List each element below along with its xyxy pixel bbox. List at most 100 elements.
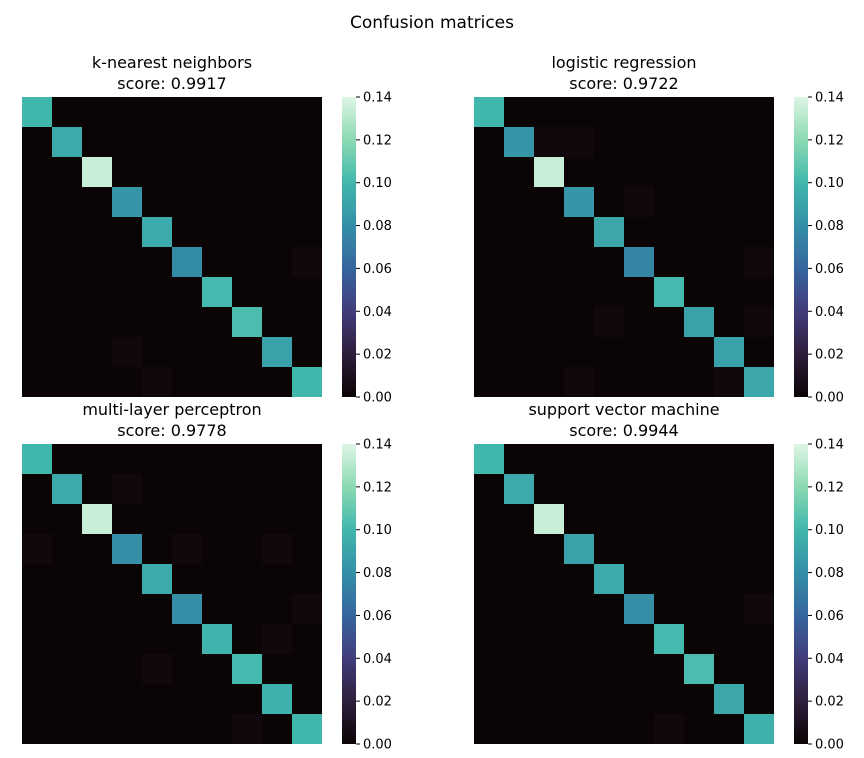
heatmap-cell-r1-c0 bbox=[22, 127, 53, 158]
heatmap-cell-r0-c6 bbox=[202, 444, 233, 475]
heatmap-cell-r7-c5 bbox=[624, 654, 655, 685]
heatmap-cell-r5-c7 bbox=[684, 247, 715, 278]
heatmap-cell-r8-c8 bbox=[714, 684, 745, 715]
heatmap-cell-r3-c9 bbox=[744, 534, 774, 565]
heatmap-cell-r2-c4 bbox=[594, 504, 625, 535]
heatmap-cell-r0-c4 bbox=[594, 444, 625, 475]
heatmap-cell-r3-c4 bbox=[142, 187, 173, 218]
heatmap-cell-r3-c6 bbox=[202, 187, 233, 218]
heatmap-cell-r4-c1 bbox=[52, 217, 83, 248]
heatmap-cell-r6-c8 bbox=[714, 624, 745, 655]
heatmap-cell-r5-c2 bbox=[82, 247, 113, 278]
heatmap-cell-r3-c4 bbox=[142, 534, 173, 565]
colorbar: 0.00 0.02 0.04 0.06 0.08 0.10 0.12 0.14 bbox=[794, 438, 844, 750]
heatmap-cell-r3-c3 bbox=[564, 187, 595, 218]
chart-title: k-nearest neighbors score: 0.9917 bbox=[22, 52, 322, 94]
heatmap-cell-r6-c6 bbox=[202, 624, 233, 655]
heatmap-cell-r8-c6 bbox=[654, 684, 685, 715]
chart-title: multi-layer perceptron score: 0.9778 bbox=[22, 399, 322, 441]
colorbar: 0.00 0.02 0.04 0.06 0.08 0.10 0.12 0.14 bbox=[794, 91, 844, 403]
heatmap-cell-r9-c2 bbox=[534, 367, 565, 397]
heatmap-cell-r9-c3 bbox=[564, 714, 595, 744]
heatmap-cell-r9-c1 bbox=[52, 714, 83, 744]
chart-title: support vector machine score: 0.9944 bbox=[474, 399, 774, 441]
heatmap-cell-r7-c8 bbox=[262, 307, 293, 338]
heatmap-cell-r9-c2 bbox=[82, 714, 113, 744]
heatmap-cell-r6-c4 bbox=[594, 624, 625, 655]
heatmap-cell-r0-c9 bbox=[744, 97, 774, 128]
heatmap-cell-r9-c9 bbox=[292, 367, 322, 397]
heatmap-cell-r7-c4 bbox=[142, 307, 173, 338]
heatmap-cell-r3-c9 bbox=[292, 187, 322, 218]
heatmap-cell-r5-c2 bbox=[534, 594, 565, 625]
heatmap-cell-r3-c0 bbox=[474, 534, 505, 565]
heatmap-cell-r0-c3 bbox=[564, 444, 595, 475]
heatmap-cell-r6-c1 bbox=[52, 624, 83, 655]
heatmap-cell-r3-c6 bbox=[654, 187, 685, 218]
heatmap-cell-r7-c9 bbox=[744, 307, 774, 338]
chart-title-model: k-nearest neighbors bbox=[91, 53, 253, 72]
figure-title: Confusion matrices bbox=[350, 13, 514, 33]
heatmap-cell-r8-c2 bbox=[534, 684, 565, 715]
heatmap-cell-r5-c1 bbox=[52, 594, 83, 625]
heatmap-cell-r9-c3 bbox=[112, 714, 143, 744]
heatmap-cell-r6-c3 bbox=[112, 277, 143, 308]
chart-title-score: score: 0.9944 bbox=[569, 421, 679, 440]
heatmap-cell-r6-c6 bbox=[202, 277, 233, 308]
heatmap-cell-r3-c8 bbox=[262, 187, 293, 218]
heatmap-cell-r2-c1 bbox=[504, 157, 535, 188]
colorbar-tick-label: 0.12 bbox=[363, 480, 392, 495]
heatmap-cell-r9-c2 bbox=[534, 714, 565, 744]
heatmap-cell-r1-c4 bbox=[142, 474, 173, 505]
heatmap-cell-r1-c1 bbox=[52, 474, 83, 505]
colorbar-tick-label: 0.06 bbox=[363, 262, 392, 277]
heatmap-cell-r1-c2 bbox=[534, 474, 565, 505]
heatmap-cell-r4-c0 bbox=[474, 564, 505, 595]
heatmap-cell-r6-c5 bbox=[172, 624, 203, 655]
colorbar-tick-label: 0.10 bbox=[363, 523, 392, 538]
heatmap-cell-r9-c8 bbox=[262, 367, 293, 397]
chart-title-model: support vector machine bbox=[528, 400, 720, 419]
heatmap-cell-r9-c1 bbox=[504, 367, 535, 397]
heatmap-cell-r7-c4 bbox=[594, 307, 625, 338]
colorbar-tick-label: 0.02 bbox=[363, 348, 392, 363]
heatmap-cell-r1-c8 bbox=[714, 127, 745, 158]
heatmap-cell-r0-c6 bbox=[654, 444, 685, 475]
heatmap-cell-r9-c5 bbox=[172, 714, 203, 744]
heatmap-cell-r9-c8 bbox=[714, 367, 745, 397]
heatmap-cell-r8-c4 bbox=[142, 337, 173, 368]
heatmap-cell-r3-c9 bbox=[292, 534, 322, 565]
heatmap-cell-r5-c6 bbox=[654, 594, 685, 625]
colorbar-tick-label: 0.00 bbox=[363, 391, 392, 404]
heatmap-cell-r6-c0 bbox=[22, 277, 53, 308]
heatmap-cell-r2-c6 bbox=[202, 157, 233, 188]
heatmap-cell-r7-c1 bbox=[52, 654, 83, 685]
heatmap-cell-r8-c0 bbox=[474, 684, 505, 715]
heatmap-cell-r5-c4 bbox=[142, 247, 173, 278]
heatmap-cell-r3-c1 bbox=[504, 534, 535, 565]
heatmap bbox=[474, 97, 774, 397]
heatmap-cell-r6-c7 bbox=[684, 277, 715, 308]
heatmap-cell-r5-c6 bbox=[654, 247, 685, 278]
heatmap-cell-r6-c3 bbox=[564, 277, 595, 308]
heatmap-cell-r8-c5 bbox=[624, 684, 655, 715]
heatmap-cell-r1-c9 bbox=[292, 474, 322, 505]
heatmap-cell-r8-c1 bbox=[504, 684, 535, 715]
chart-title-score: score: 0.9917 bbox=[117, 74, 227, 93]
heatmap-cell-r0-c5 bbox=[172, 97, 203, 128]
heatmap-cell-r8-c3 bbox=[112, 337, 143, 368]
heatmap-cell-r5-c9 bbox=[292, 594, 322, 625]
heatmap-cell-r5-c8 bbox=[262, 594, 293, 625]
heatmap-cell-r3-c4 bbox=[594, 534, 625, 565]
heatmap-cell-r1-c0 bbox=[474, 127, 505, 158]
heatmap-cell-r5-c3 bbox=[112, 594, 143, 625]
heatmap-cell-r0-c8 bbox=[262, 97, 293, 128]
heatmap-cell-r0-c2 bbox=[534, 97, 565, 128]
heatmap-cell-r2-c5 bbox=[624, 157, 655, 188]
colorbar-tick-label: 0.12 bbox=[815, 133, 844, 148]
heatmap-cell-r3-c8 bbox=[262, 534, 293, 565]
heatmap-cell-r6-c1 bbox=[52, 277, 83, 308]
heatmap-cell-r9-c0 bbox=[22, 714, 53, 744]
heatmap-cell-r0-c3 bbox=[564, 97, 595, 128]
heatmap-cell-r4-c7 bbox=[232, 217, 263, 248]
